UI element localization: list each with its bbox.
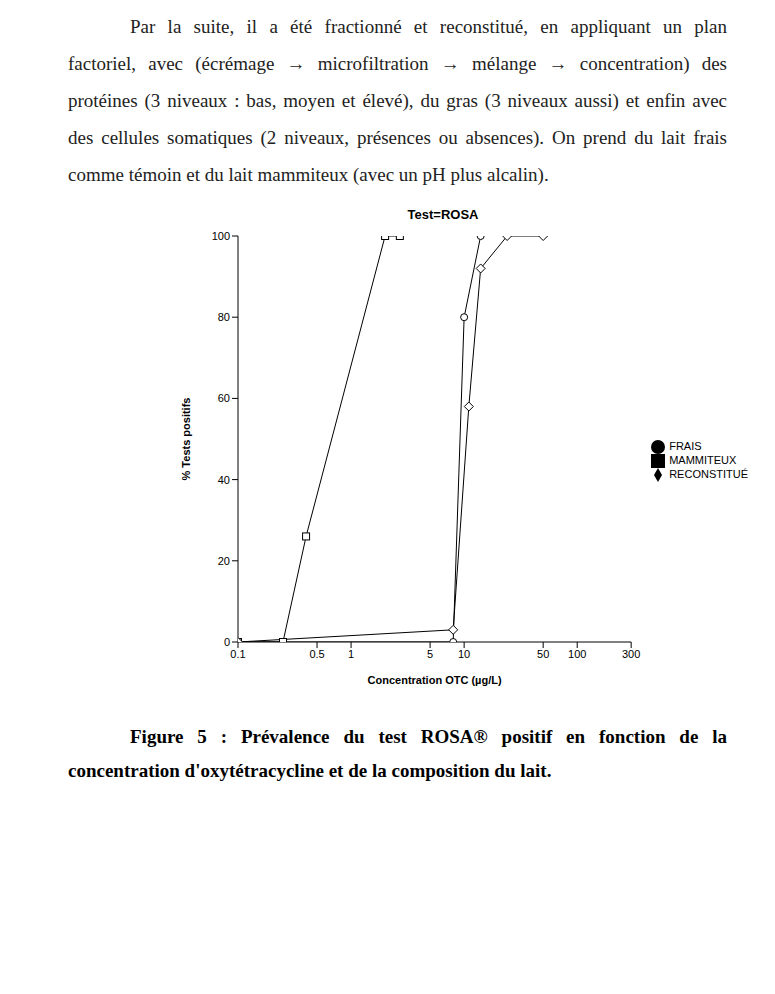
svg-text:100: 100 [568, 648, 586, 660]
html-text:factoriel, avec (écrémage → mi: factoriel, avec (écrémage → microfiltrat… [68, 53, 727, 74]
html-text:FRAIS: FRAIS [669, 439, 702, 452]
html-text:protéines (3 niveaux : bas, mo: protéines (3 niveaux : bas, moyen et éle… [68, 90, 727, 111]
svg-text:% Tests positifs: % Tests positifs [180, 398, 192, 481]
svg-text:80: 80 [218, 311, 230, 323]
svg-text:300: 300 [622, 648, 640, 660]
html-text:comme témoin et du lait mammit: comme témoin et du lait mammiteux (avec … [68, 164, 549, 185]
svg-text:0.1: 0.1 [230, 648, 245, 660]
html-text:Figure 5 : Prévalence du test: Figure 5 : Prévalence du test ROSA® posi… [68, 726, 727, 781]
svg-text:Concentration OTC (µg/L): Concentration OTC (µg/L) [368, 674, 502, 686]
html-text:RECONSTITUÉ: RECONSTITUÉ [669, 468, 748, 480]
svg-text:100: 100 [212, 230, 230, 242]
svg-text:60: 60 [218, 392, 230, 404]
html-text:Par la suite, il a été fractio: Par la suite, il a été fractionné et rec… [130, 16, 727, 37]
html-text:MAMMITEUX: MAMMITEUX [669, 454, 737, 466]
svg-text:1: 1 [348, 648, 354, 660]
svg-text:0: 0 [224, 636, 230, 648]
svg-text:0.5: 0.5 [309, 648, 324, 660]
svg-text:50: 50 [537, 648, 549, 660]
html-text:Test=ROSA: Test=ROSA [407, 207, 479, 222]
svg-text:40: 40 [218, 474, 230, 486]
svg-text:5: 5 [427, 648, 433, 660]
svg-text:20: 20 [218, 555, 230, 567]
html-text:des cellules somatiques (2 niv: des cellules somatiques (2 niveaux, prés… [68, 127, 727, 148]
svg-text:10: 10 [458, 648, 470, 660]
